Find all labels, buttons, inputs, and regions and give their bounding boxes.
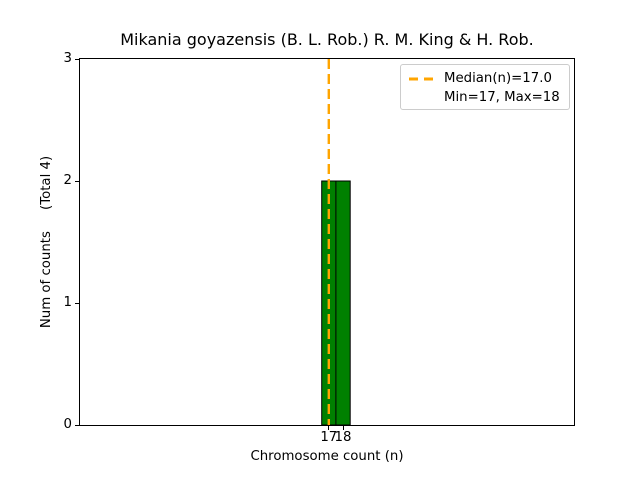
legend-median-label: Median(n)=17.0: [444, 71, 552, 86]
y-tick-mark: [75, 180, 79, 182]
y-tick-mark: [75, 58, 79, 60]
legend-row-median: Median(n)=17.0: [409, 69, 561, 88]
histogram-bar: [335, 180, 351, 425]
x-tick-label: 17: [320, 430, 338, 445]
chart-title: Mikania goyazensis (B. L. Rob.) R. M. Ki…: [120, 30, 534, 49]
y-tick-label: 3: [63, 51, 72, 66]
legend: Median(n)=17.0 Min=17, Max=18: [400, 64, 570, 110]
histogram-plot: [321, 59, 351, 425]
median-dash-icon: [409, 77, 435, 80]
y-tick-label: 0: [63, 417, 72, 432]
x-tick-label: 18: [334, 430, 352, 445]
x-tick-mark: [328, 426, 330, 430]
y-tick-mark: [75, 424, 79, 426]
x-axis-label: Chromosome count (n): [250, 449, 404, 464]
y-tick-label: 1: [63, 295, 72, 310]
legend-row-minmax: Min=17, Max=18: [409, 88, 561, 107]
plot-area: Median(n)=17.0 Min=17, Max=18: [79, 58, 575, 426]
legend-minmax-label: Min=17, Max=18: [444, 90, 560, 105]
x-tick-mark: [342, 426, 344, 430]
y-tick-mark: [75, 302, 79, 304]
y-tick-label: 2: [63, 173, 72, 188]
